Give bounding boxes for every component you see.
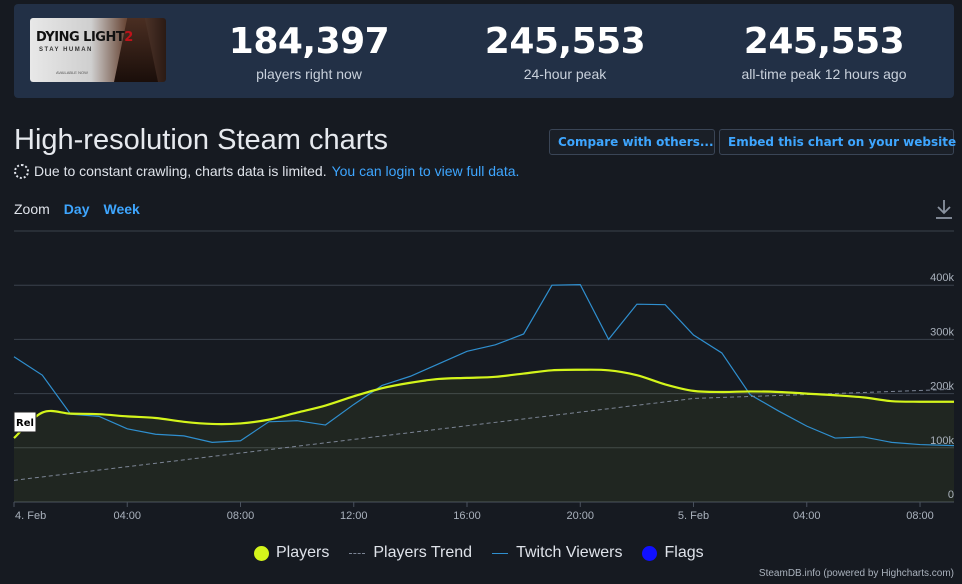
chart-grid xyxy=(14,230,954,503)
chart-flags: Rel xyxy=(13,411,37,433)
chart-series xyxy=(13,284,955,481)
legend-label: Flags xyxy=(664,544,704,561)
chart-area-fill xyxy=(14,369,954,502)
y-tick-label: 200k xyxy=(930,381,954,393)
stat-value: 184,397 xyxy=(228,21,390,62)
stat-label: all-time peak 12 hours ago xyxy=(741,66,907,82)
legend-item-twitch-viewers[interactable]: Twitch Viewers xyxy=(492,544,622,562)
stat-24h-peak: 245,553 24-hour peak xyxy=(455,21,675,83)
release-flag xyxy=(13,411,37,433)
stat-label: players right now xyxy=(256,66,362,82)
compare-button[interactable]: Compare with others... xyxy=(549,129,715,155)
zoom-controls: Zoom Day Week xyxy=(14,201,154,217)
stat-value: 245,553 xyxy=(484,21,646,62)
y-tick-label: 400k xyxy=(930,272,954,284)
y-tick-label: 300k xyxy=(930,326,954,338)
x-tick-label: 04:00 xyxy=(113,510,141,522)
game-logo-subtitle: STAY HUMAN xyxy=(39,47,93,53)
y-tick-label: 0 xyxy=(948,489,954,501)
legend-item-flags[interactable]: Flags xyxy=(642,544,704,562)
game-availability: AVAILABLE NOW xyxy=(56,70,88,75)
x-tick-label: 08:00 xyxy=(227,510,255,522)
legend-label: Players Trend xyxy=(373,544,473,561)
embed-chart-button[interactable]: Embed this chart on your website xyxy=(719,129,956,155)
dashed-line-icon xyxy=(349,552,366,554)
login-link[interactable]: You can login to view full data. xyxy=(331,163,520,179)
zoom-day-button[interactable]: Day xyxy=(63,201,90,217)
players-area xyxy=(14,369,954,502)
legend-label: Twitch Viewers xyxy=(516,544,623,561)
x-tick-label: 04:00 xyxy=(793,510,821,522)
players-line xyxy=(13,368,955,439)
legend-item-players[interactable]: Players xyxy=(254,544,329,562)
notice-text: Due to constant crawling, charts data is… xyxy=(34,163,327,179)
x-tick-label: 12:00 xyxy=(340,510,368,522)
stat-all-time-peak: 245,553 all-time peak 12 hours ago xyxy=(714,21,934,83)
flags-marker-icon xyxy=(642,545,658,561)
data-limited-notice: Due to constant crawling, charts data is… xyxy=(14,163,519,179)
game-banner[interactable]: DYING LIGHT2 STAY HUMAN AVAILABLE NOW xyxy=(30,18,166,82)
chart-credits[interactable]: SteamDB.info (powered by Highcharts.com) xyxy=(758,568,954,579)
players-marker-icon xyxy=(254,545,269,561)
x-tick-label: 4. Feb xyxy=(15,510,46,522)
twitch-viewers-line xyxy=(13,284,955,447)
stat-players-now: 184,397 players right now xyxy=(199,21,419,83)
zoom-label: Zoom xyxy=(14,201,50,217)
game-banner-artwork xyxy=(114,18,158,82)
x-tick-label: 20:00 xyxy=(566,510,594,522)
x-tick-label: 08:00 xyxy=(906,510,934,522)
x-tick-label: 5. Feb xyxy=(678,510,709,522)
game-logo: DYING LIGHT2 xyxy=(36,30,133,45)
line-icon xyxy=(492,552,509,554)
players-chart[interactable]: 0 100k 200k 300k 400k 4. Feb 04:00 08:00 12:00 16… xyxy=(0,225,962,535)
chart-legend: Players Players Trend Twitch Viewers Fla… xyxy=(254,544,724,562)
chart-axes: 0 100k 200k 300k 400k 4. Feb 04:00 08:00 12:00 16… xyxy=(13,272,954,522)
x-tick-label: 16:00 xyxy=(453,510,481,522)
stat-value: 245,553 xyxy=(743,21,905,62)
section-title: High-resolution Steam charts xyxy=(14,124,388,156)
zoom-week-button[interactable]: Week xyxy=(103,201,140,217)
release-flag-label: Rel xyxy=(16,418,34,429)
legend-label: Players xyxy=(276,544,330,561)
legend-item-players-trend[interactable]: Players Trend xyxy=(349,544,472,562)
spinner-icon xyxy=(14,163,29,179)
stats-bar: DYING LIGHT2 STAY HUMAN AVAILABLE NOW 18… xyxy=(14,4,954,98)
stat-label: 24-hour peak xyxy=(523,66,607,82)
download-icon[interactable] xyxy=(934,198,954,220)
y-tick-label: 100k xyxy=(930,435,954,447)
